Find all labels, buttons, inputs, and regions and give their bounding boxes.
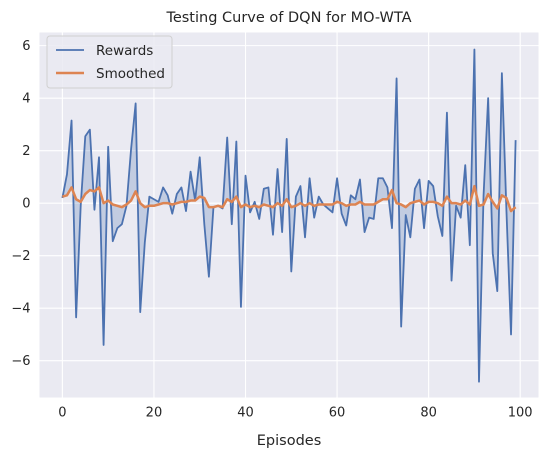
y-tick-label: 0	[22, 197, 30, 212]
x-tick-label: 0	[58, 406, 66, 421]
legend-label-smoothed: Smoothed	[96, 66, 165, 82]
x-tick-label: 60	[329, 406, 346, 421]
y-tick-label: 4	[22, 92, 30, 107]
x-tick-label: 40	[237, 406, 254, 421]
y-tick-label: 2	[22, 144, 30, 159]
chart-title: Testing Curve of DQN for MO-WTA	[165, 10, 411, 26]
x-axis-ticks: 0 20 40 60 80 100	[58, 406, 532, 421]
legend: Rewards Smoothed	[47, 36, 172, 88]
legend-label-rewards: Rewards	[96, 43, 153, 59]
y-tick-label: −6	[11, 354, 30, 369]
y-tick-label: 6	[22, 39, 30, 54]
x-axis-label: Episodes	[257, 433, 322, 449]
x-tick-label: 100	[508, 406, 533, 421]
y-tick-label: −2	[11, 249, 30, 264]
y-axis-ticks: −6 −4 −2 0 2 4 6	[11, 39, 30, 369]
x-tick-label: 80	[420, 406, 437, 421]
y-tick-label: −4	[11, 302, 30, 317]
x-tick-label: 20	[146, 406, 163, 421]
